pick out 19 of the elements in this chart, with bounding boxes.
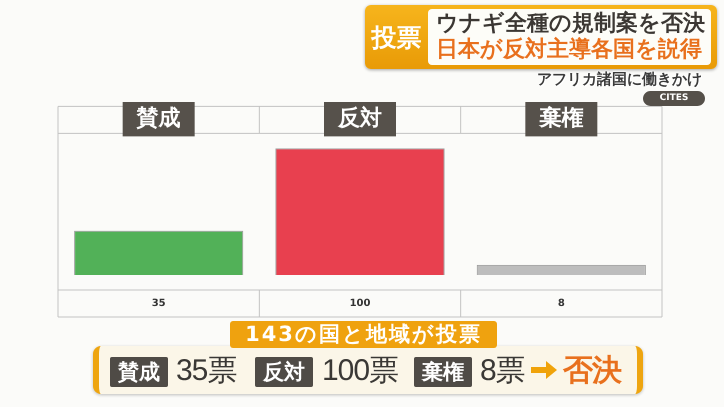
text: 反対 <box>263 360 305 384</box>
text: 100票 <box>322 354 398 387</box>
text: 否決 <box>563 353 621 388</box>
text: 棄権 <box>422 360 464 384</box>
text: 投票 <box>372 22 422 54</box>
text: 賛成 <box>118 360 160 384</box>
text: 143の国と地域が投票 <box>245 322 482 346</box>
text: 8票 <box>480 354 525 387</box>
data-label: 8 <box>558 298 565 310</box>
x-tick-label: 反対 <box>337 104 382 131</box>
x-tick-label: 賛成 <box>136 106 181 131</box>
data-label: 35 <box>152 298 166 310</box>
chart-subtitle: 日本が反対主導各国を説得 <box>436 37 702 62</box>
data-label: 100 <box>350 298 370 310</box>
chart-title: ウナギ全種の規制案を否決 <box>436 11 705 36</box>
text: CITES <box>660 93 688 103</box>
x-tick-label: 棄権 <box>538 104 584 131</box>
text: 35票 <box>176 354 236 387</box>
text: アフリカ諸国に働きかけ <box>537 70 702 88</box>
